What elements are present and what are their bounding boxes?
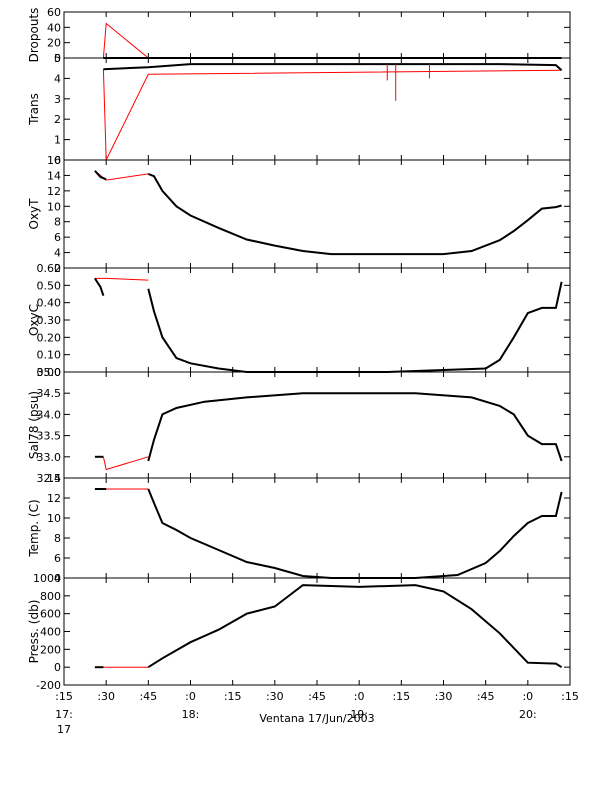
x-tick-label: :45 — [308, 690, 326, 703]
series-black-2 — [147, 281, 563, 373]
y-tick-label: 1000 — [33, 572, 61, 585]
y-tick-label: 14 — [47, 169, 61, 182]
y-tick-label: 400 — [40, 626, 61, 639]
panel-0: 0 20 40 60 Dropouts — [27, 6, 571, 65]
panel-6: -200 0 200 400 600 800 1000 Press. (db) — [27, 572, 571, 692]
y-tick-label: 34.0 — [37, 408, 62, 421]
series-black-2 — [147, 392, 563, 462]
y-tick-label: 8 — [54, 216, 61, 229]
y-tick-label: 33.5 — [37, 430, 62, 443]
y-tick-label: 35.0 — [37, 366, 62, 379]
y-tick-label: 40 — [47, 21, 61, 34]
x-tick-sublabel: 20: — [519, 708, 537, 721]
series-black-2 — [147, 172, 562, 256]
x-tick-label: :45 — [477, 690, 495, 703]
y-axis-label: OxyC — [27, 304, 41, 336]
y-tick-label: 10 — [47, 512, 61, 525]
y-tick-label: 0.60 — [37, 262, 62, 275]
panel-frame — [63, 57, 571, 161]
panel-frame — [63, 577, 571, 686]
y-tick-label: 0 — [54, 52, 61, 65]
panel-frame — [63, 371, 571, 479]
y-tick-label: 6 — [54, 552, 61, 565]
y-tick-label: 10 — [47, 200, 61, 213]
series-red — [102, 456, 149, 471]
y-tick-label: 4 — [54, 572, 61, 585]
y-tick-label: 0 — [54, 661, 61, 674]
y-tick-label: 6 — [54, 231, 61, 244]
y-tick-label: 2 — [54, 262, 61, 275]
y-tick-label: 0.20 — [37, 331, 62, 344]
y-axis-label: Press. (db) — [27, 600, 41, 664]
y-axis-label: Trans — [27, 93, 41, 126]
y-tick-label: 0.50 — [37, 279, 62, 292]
panel-1: 0 1 2 3 4 5 Trans — [27, 52, 571, 167]
y-axis-label: OxyT — [27, 198, 41, 230]
x-tick-sublabel: 18: — [182, 708, 200, 721]
y-tick-label: 34.5 — [37, 387, 62, 400]
y-tick-label: 60 — [47, 6, 61, 19]
x-tick-label: :15 — [561, 690, 579, 703]
y-tick-label: -200 — [36, 679, 61, 692]
y-tick-label: 0.40 — [37, 297, 62, 310]
x-tick-label: :45 — [139, 690, 157, 703]
x-tick-label: :15 — [392, 690, 410, 703]
series-red — [94, 277, 149, 281]
x-extra-label: 17 — [57, 723, 71, 736]
x-tick-label: :15 — [55, 690, 73, 703]
y-tick-label: 0.30 — [37, 314, 62, 327]
y-tick-label: 4 — [54, 72, 61, 85]
x-tick-sublabel: 19: — [350, 708, 368, 721]
x-tick-label: :0 — [354, 690, 365, 703]
x-tick-label: :15 — [224, 690, 242, 703]
x-tick-label: :30 — [435, 690, 453, 703]
y-tick-label: 14 — [47, 472, 61, 485]
y-tick-label: 0 — [54, 154, 61, 167]
y-tick-label: 3 — [54, 93, 61, 106]
panel-5: 4 6 8 10 12 14 Temp. (C) — [27, 472, 571, 585]
x-axis: :15 17: :30 :45 :0 18: :15 :30 :45 :0 19: :15 :30 :45… — [55, 690, 579, 736]
x-tick-label: :0 — [522, 690, 533, 703]
x-tick-label: :0 — [185, 690, 196, 703]
panel-2: 2 4 6 8 10 12 14 16 OxyT — [27, 154, 571, 275]
y-tick-label: 2 — [54, 113, 61, 126]
series-black — [103, 63, 563, 71]
series-black — [94, 277, 105, 297]
x-tick-label: :30 — [266, 690, 284, 703]
panel-3: 0.00 0.10 0.20 0.30 0.40 0.50 0.60 OxyC — [27, 262, 571, 379]
y-axis-label: Temp. (C) — [27, 499, 41, 557]
y-tick-label: 4 — [54, 247, 61, 260]
x-axis-label: Ventana 17/Jun/2003 — [259, 712, 374, 725]
y-tick-label: 800 — [40, 590, 61, 603]
y-tick-label: 1 — [54, 134, 61, 147]
panel-frame — [63, 267, 571, 373]
series-black-2 — [147, 584, 563, 669]
panel-frame — [63, 477, 571, 579]
y-tick-label: 12 — [47, 185, 61, 198]
y-axis-label: Dropouts — [27, 8, 41, 63]
series-black — [94, 170, 107, 181]
y-tick-label: 32.5 — [37, 472, 62, 485]
y-tick-label: 12 — [47, 492, 61, 505]
y-tick-label: 200 — [40, 643, 61, 656]
chart-panels: 0204060Dropouts012345Trans246810121416Ox… — [27, 6, 571, 692]
y-tick-label: 5 — [54, 52, 61, 65]
y-tick-label: 0.00 — [37, 366, 62, 379]
series-black-2 — [147, 488, 563, 579]
y-tick-label: 600 — [40, 608, 61, 621]
y-tick-label: 20 — [47, 37, 61, 50]
y-tick-label: 0.10 — [37, 349, 62, 362]
y-tick-label: 8 — [54, 532, 61, 545]
series-red — [102, 69, 562, 161]
y-tick-label: 16 — [47, 154, 61, 167]
x-tick-label: :30 — [97, 690, 115, 703]
series-red — [102, 22, 562, 59]
x-tick-sublabel: 17: — [55, 708, 73, 721]
panel-4: 32.5 33.0 33.5 34.0 34.5 35.0 Sal78 (psu) — [27, 366, 571, 485]
y-tick-label: 33.0 — [37, 451, 62, 464]
y-axis-label: Sal78 (psu) — [27, 391, 41, 459]
